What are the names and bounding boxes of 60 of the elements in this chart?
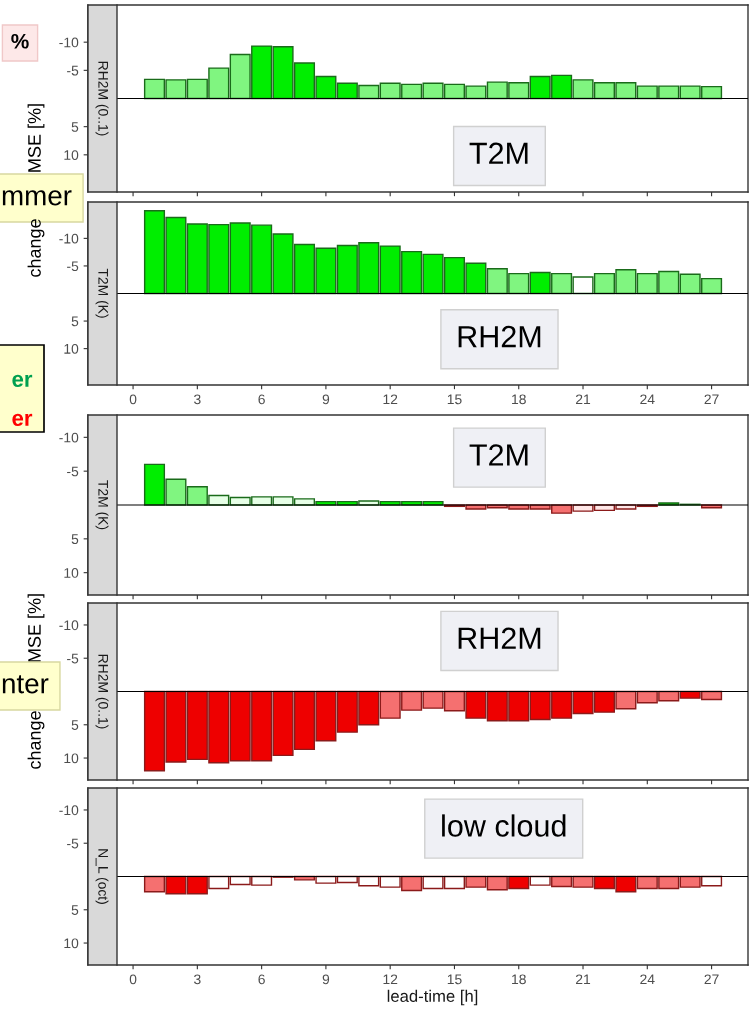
text: RH2M [458, 325, 541, 348]
y-tick-label: -10 [59, 233, 79, 244]
y-axis-title: T2M (K) [95, 480, 109, 530]
x-tick-label: 6 [258, 974, 265, 985]
text: mmer [2, 190, 72, 206]
x-tick-label: 3 [194, 974, 201, 985]
y-tick-label: 10 [64, 753, 79, 764]
y-axis-title: RH2M (0..1) [95, 61, 109, 136]
y-tick-label: -10 [59, 805, 79, 816]
y-axis-title: T2M (K) [95, 268, 109, 318]
text: RH2M [458, 627, 541, 649]
y-tick-label: -5 [67, 466, 79, 477]
x-tick-label: 15 [447, 394, 462, 405]
y-tick-label: 5 [71, 720, 79, 730]
text: T2M [469, 142, 528, 164]
x-tick-label: 3 [194, 394, 201, 405]
y-tick-label: 10 [64, 938, 79, 949]
x-tick-label: 27 [704, 974, 719, 985]
y-axis-title: N_L (oct) [95, 849, 109, 904]
x-tick-label: 9 [322, 974, 330, 985]
text: er [12, 374, 33, 387]
y-axis-title: RH2M (0..1) [95, 654, 109, 729]
x-tick-label: 21 [575, 394, 591, 405]
text: change [27, 219, 45, 277]
y-tick-label: 10 [64, 343, 79, 354]
x-tick-label: 12 [383, 394, 398, 405]
y-tick-label: -10 [59, 620, 79, 631]
y-tick-label: -5 [67, 838, 79, 849]
y-tick-label: 5 [71, 122, 79, 132]
y-tick-label: -10 [59, 432, 79, 443]
x-tick-label: 18 [512, 974, 526, 985]
x-tick-label: 18 [512, 394, 526, 405]
text: MSE [%] [27, 594, 45, 662]
x-tick-label: 21 [575, 974, 591, 985]
y-tick-label: -10 [59, 37, 79, 48]
text: T2M [469, 444, 528, 466]
x-tick-label: 24 [640, 394, 655, 405]
y-tick-label: -5 [67, 65, 79, 76]
y-tick-label: 5 [71, 316, 79, 327]
x-tick-label: 27 [704, 394, 719, 405]
x-tick-label: 24 [640, 974, 655, 985]
x-axis-title: lead-time [h] [387, 989, 478, 1006]
text: change [27, 711, 45, 769]
x-tick-label: 9 [322, 394, 330, 405]
x-tick-label: 12 [383, 974, 398, 985]
y-tick-label: 5 [71, 905, 79, 915]
text: MSE [%] [27, 104, 45, 172]
x-tick-label: 15 [447, 974, 462, 985]
y-tick-label: 10 [64, 568, 79, 578]
y-tick-label: -5 [67, 653, 79, 664]
y-tick-label: 5 [71, 534, 79, 544]
x-tick-label: 0 [129, 974, 137, 985]
x-tick-label: 6 [258, 394, 265, 405]
text: er [12, 413, 33, 426]
y-tick-label: -5 [67, 261, 79, 272]
text: % [11, 33, 29, 49]
x-tick-label: 0 [129, 394, 137, 405]
text: nter [2, 675, 49, 694]
text: low cloud [442, 814, 566, 837]
y-tick-label: 10 [64, 150, 79, 160]
